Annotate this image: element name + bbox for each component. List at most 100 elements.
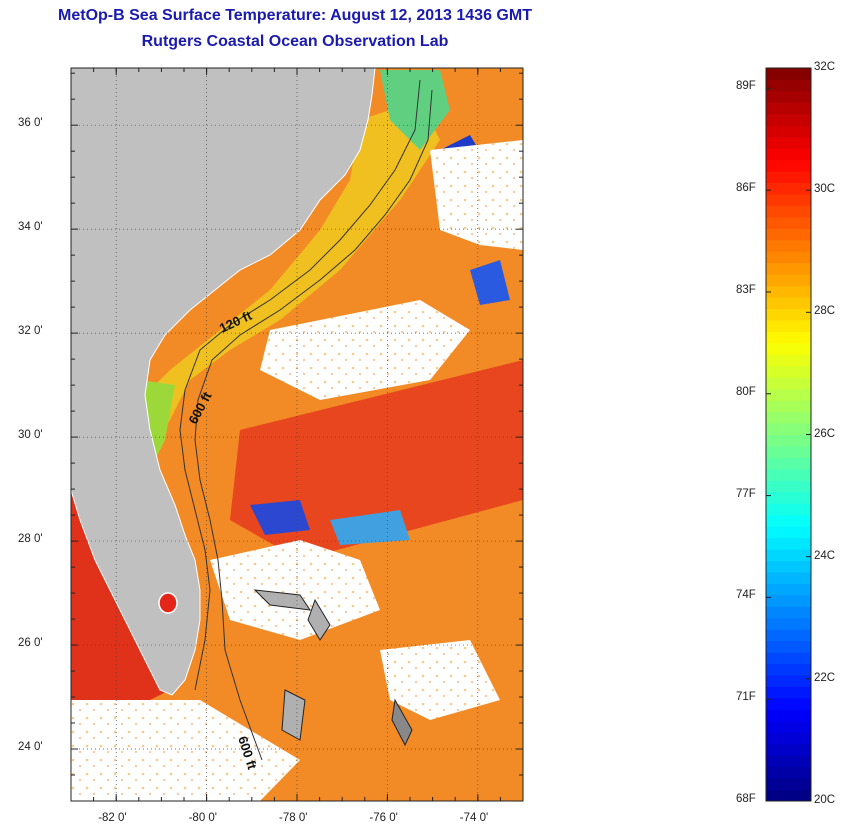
colorbar-cell [766,113,811,126]
colorbar-cell [766,743,811,756]
cloud-mass-bottom [71,700,300,801]
colorbar-cell [766,239,811,252]
cloud-mass-south [210,540,380,640]
celsius-label: 32C [814,61,836,73]
colorbar-cell [766,445,811,458]
colorbar-cell [766,503,811,516]
colorbar-cell [766,778,811,791]
fahrenheit-label: 89F [736,80,756,93]
map-subtitle: Rutgers Coastal Ocean Observation Lab [141,33,449,50]
lat-label: 28 0' [18,533,43,546]
fahrenheit-label: 83F [736,283,756,296]
colorbar-cell [766,537,811,550]
lat-label: 32 0' [18,325,43,338]
lat-label: 24 0' [18,741,43,753]
colorbar-cell [766,216,811,229]
colorbar-cell [766,285,811,298]
contour-120ft [179,79,421,691]
colorbar-cell [766,251,811,264]
colorbar-cell [766,68,811,80]
colorbar-cell [766,79,811,92]
island-abaco [307,598,331,641]
colorbar-cell [766,102,811,115]
colorbar-cell [766,640,811,653]
lat-label: 30 0' [18,429,43,442]
lake-okeechobee [158,592,178,614]
coastal-shelf-yellow [140,100,440,450]
colorbar-cell [766,709,811,722]
lat-label: 34 0' [18,221,43,234]
map-title: MetOp-B Sea Surface Temperature: August … [58,7,532,24]
colorbar-cell [766,697,811,710]
lon-label: -80 0' [188,812,218,824]
colorbar-cell [766,617,811,630]
colorbar-cell [766,629,811,642]
colorbar-cell [766,159,811,172]
colorbar-cell [766,182,811,195]
lon-label: -74 0' [459,812,489,824]
colorbar-cell [766,606,811,619]
colorbar-cell [766,193,811,206]
colorbar-cell [766,125,811,138]
colorbar-cell [766,594,811,607]
colorbar-cell [766,228,811,241]
celsius-label: 22C [814,671,836,684]
colorbar-cell [766,148,811,161]
fahrenheit-label: 68F [736,793,756,805]
coastal-nc-green [380,70,450,150]
cold-patch-mid [330,510,410,545]
colorbar-cell [766,663,811,676]
colorbar-cell [766,457,811,470]
celsius-label: 24C [814,549,836,562]
colorbar-cell [766,491,811,504]
fahrenheit-label: 74F [736,589,756,602]
colorbar-cell [766,342,811,355]
lat-label: 36 0' [18,117,43,130]
celsius-label: 28C [814,305,836,318]
celsius-label: 20C [814,794,836,806]
colorbar-cell [766,571,811,584]
map-ticks [71,68,523,801]
colorbar-cell [766,766,811,779]
island-eleuthera [391,698,413,747]
cloud-mass-central [260,300,470,400]
colorbar-cell [766,423,811,435]
colorbar-cell [766,583,811,596]
colorbar-cell [766,171,811,184]
colorbar-cell [766,720,811,733]
lat-label: 26 0' [18,637,43,650]
colorbar-cell [766,388,811,401]
celsius-label: 26C [814,427,836,440]
colorbar-cell [766,514,811,527]
colorbar-cell [766,90,811,103]
fahrenheit-label: 77F [736,487,756,500]
colorbar-cell [766,136,811,149]
cloud-mass-bahamas [380,640,500,720]
lon-label: -76 0' [369,812,398,824]
colorbar-cell [766,354,811,367]
colorbar-cell [766,434,811,447]
colorbar-cell [766,319,811,332]
colorbar-cell [766,297,811,310]
fahrenheit-label: 86F [736,182,756,195]
contour-600ft [194,89,433,761]
colorbar-cell [766,789,811,802]
colorbar-cell [766,377,811,390]
cold-patch-east [470,260,510,305]
cold-patch-central [250,500,310,535]
colorbar-cell [766,652,811,665]
colorbar-cell [766,675,811,687]
lon-label: -78 0' [279,812,308,824]
colorbar-cell [766,549,811,561]
colorbar-cell [766,400,811,413]
land-southeast-us [71,68,376,696]
colorbar-cell [766,468,811,481]
colorbar-cell [766,274,811,287]
colorbar-cell [766,262,811,275]
grid-lines [71,68,523,801]
lon-label: -82 0' [98,812,127,824]
fahrenheit-label: 80F [736,385,756,398]
colorbar-cell [766,526,811,539]
